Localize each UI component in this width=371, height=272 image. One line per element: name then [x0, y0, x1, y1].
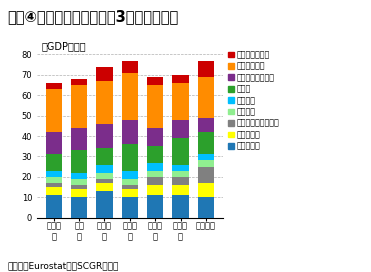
Bar	[122, 120, 138, 144]
Bar	[172, 195, 189, 218]
Bar	[96, 124, 113, 148]
Bar	[122, 73, 138, 120]
Bar	[172, 120, 189, 138]
Bar	[96, 148, 113, 165]
Bar	[46, 132, 62, 154]
Bar	[46, 195, 62, 218]
Bar	[96, 191, 113, 218]
Bar	[122, 179, 138, 185]
Bar	[147, 146, 164, 162]
Bar	[46, 154, 62, 171]
Bar	[198, 118, 214, 132]
Bar	[147, 163, 164, 171]
Bar	[147, 185, 164, 195]
Bar	[122, 197, 138, 218]
Bar	[172, 177, 189, 185]
Bar	[46, 89, 62, 132]
Bar	[71, 173, 88, 179]
Bar	[172, 75, 189, 83]
Bar	[122, 189, 138, 197]
Bar	[172, 138, 189, 165]
Bar	[172, 185, 189, 195]
Bar	[198, 77, 214, 118]
Bar	[198, 132, 214, 154]
Bar	[147, 128, 164, 146]
Bar	[46, 187, 62, 195]
Bar	[198, 60, 214, 77]
Bar	[96, 81, 113, 124]
Bar	[147, 85, 164, 128]
Legend: その他サービス, 公的サービス, 対事業所サービス, 不動産, 金融保険, 情報通信, 宿泊・飲食サービス, 運輸・倉庫, 卸売・小売: その他サービス, 公的サービス, 対事業所サービス, 不動産, 金融保険, 情報…	[229, 50, 279, 151]
Bar	[198, 183, 214, 197]
Text: （GDP比％）: （GDP比％）	[41, 41, 86, 51]
Bar	[71, 150, 88, 173]
Bar	[147, 177, 164, 185]
Bar	[147, 195, 164, 218]
Bar	[172, 83, 189, 120]
Bar	[46, 83, 62, 89]
Bar	[122, 60, 138, 73]
Bar	[122, 144, 138, 171]
Bar	[172, 171, 189, 177]
Bar	[147, 77, 164, 85]
Bar	[71, 185, 88, 189]
Bar	[96, 67, 113, 81]
Bar	[96, 173, 113, 179]
Bar	[198, 154, 214, 160]
Bar	[122, 171, 138, 179]
Bar	[71, 179, 88, 185]
Bar	[46, 183, 62, 187]
Bar	[71, 128, 88, 150]
Bar	[172, 165, 189, 171]
Bar	[71, 85, 88, 128]
Bar	[96, 165, 113, 173]
Bar	[46, 177, 62, 183]
Bar	[147, 171, 164, 177]
Bar	[46, 171, 62, 177]
Text: （出所：EurostatよりSCGR作成）: （出所：EurostatよりSCGR作成）	[7, 262, 119, 271]
Bar	[198, 160, 214, 166]
Bar	[96, 183, 113, 191]
Bar	[71, 79, 88, 85]
Bar	[198, 197, 214, 218]
Bar	[71, 189, 88, 197]
Bar	[122, 185, 138, 189]
Bar	[198, 166, 214, 183]
Bar	[96, 179, 113, 183]
Text: 図表④　ユーロ圏各国の第3次産業シェア: 図表④ ユーロ圏各国の第3次産業シェア	[7, 10, 179, 24]
Bar	[71, 197, 88, 218]
